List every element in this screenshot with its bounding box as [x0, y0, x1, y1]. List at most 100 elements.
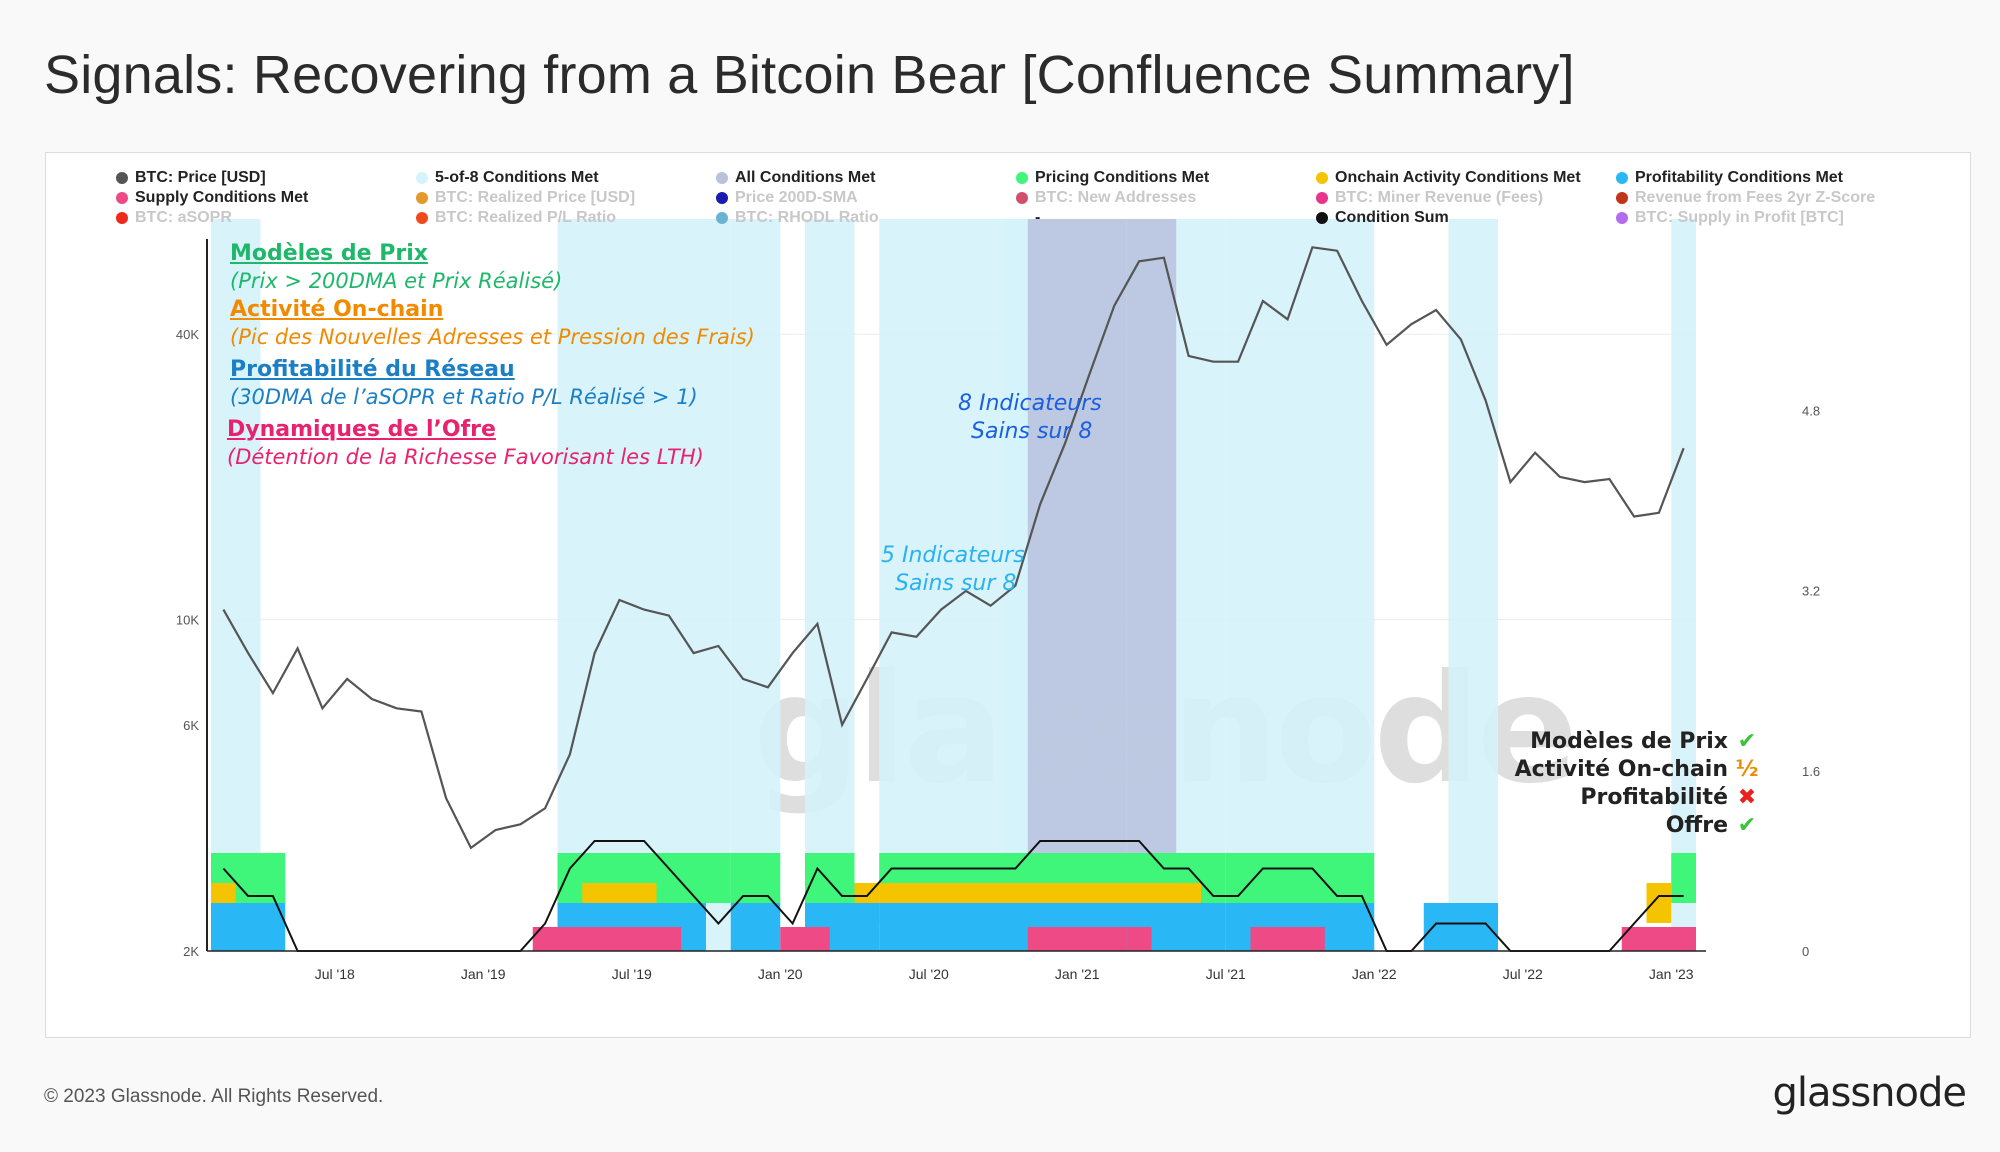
condition-bar [211, 903, 286, 951]
condition-bar [1225, 853, 1375, 903]
legend-item[interactable]: BTC: Realized Price [USD] [416, 189, 635, 207]
legend-label: BTC: aSOPR [135, 209, 232, 226]
check-icon: ✔ [1737, 813, 1757, 838]
x-tick-label: Jan '21 [1055, 966, 1100, 982]
legend-item[interactable]: Price 200D-SMA [716, 189, 858, 207]
legend-item[interactable]: BTC: New Addresses [1016, 189, 1196, 207]
legend-item[interactable]: BTC: RHODL Ratio [716, 209, 879, 227]
band-5-of-8-conditions-met [1225, 219, 1375, 951]
x-tick-label: Jul '21 [1206, 966, 1246, 982]
page-title: Signals: Recovering from a Bitcoin Bear … [44, 45, 1575, 105]
eight-indicators-note-line1: 8 Indicateurs [958, 391, 1102, 416]
cross-icon: ✖ [1737, 785, 1757, 810]
eight-indicators-note-line2: Sains sur 8 [971, 419, 1093, 444]
legend-label: BTC: Realized Price [USD] [435, 189, 636, 206]
legend-item[interactable]: Pricing Conditions Met [1016, 169, 1209, 187]
y-left-tick-label: 10K [176, 613, 199, 628]
profit-subtitle: (30DMA de l’aSOPR et Ratio P/L Réalisé >… [230, 385, 698, 409]
legend-item[interactable]: Profitability Conditions Met [1616, 169, 1843, 187]
status-profitability: Profitabilité ✖ [1580, 785, 1760, 810]
x-tick-label: Jan '19 [461, 966, 506, 982]
legend-label: BTC: RHODL Ratio [735, 209, 879, 226]
legend-label: Onchain Activity Conditions Met [1335, 169, 1581, 186]
legend-label: Supply Conditions Met [135, 189, 309, 206]
legend-dot-icon [1616, 172, 1628, 184]
x-tick-label: Jan '22 [1352, 966, 1397, 982]
legend-dot-icon [116, 172, 128, 184]
status-onchain-label: Activité On-chain [1514, 757, 1728, 782]
condition-bar [1027, 927, 1127, 951]
band-5-of-8-conditions-met [211, 219, 261, 951]
x-tick-label: Jul '18 [315, 966, 355, 982]
legend-dot-icon [1316, 192, 1328, 204]
onchain-heading: Activité On-chain [230, 297, 444, 322]
legend-item[interactable]: BTC: aSOPR [116, 209, 232, 227]
legend-item[interactable]: BTC: Supply in Profit [BTC] [1616, 209, 1844, 227]
legend-dot-icon [1616, 192, 1628, 204]
supply-heading: Dynamiques de l’Ofre [227, 417, 496, 442]
legend-item[interactable]: Supply Conditions Met [116, 189, 308, 207]
pricing-subtitle: (Prix > 200DMA et Prix Réalisé) [230, 269, 563, 293]
status-supply: Offre ✔ [1666, 813, 1760, 838]
y-right-tick-label: 3.2 [1802, 584, 1820, 599]
legend-dot-icon [716, 212, 728, 224]
condition-bar [1671, 853, 1696, 903]
condition-bar [730, 853, 781, 903]
x-tick-label: Jul '19 [612, 966, 652, 982]
legend-item[interactable]: BTC: Price [USD] [116, 169, 266, 187]
x-tick-label: Jul '22 [1503, 966, 1543, 982]
legend-label: Profitability Conditions Met [1635, 169, 1843, 186]
condition-bar [730, 903, 781, 951]
legend-item[interactable]: Onchain Activity Conditions Met [1316, 169, 1581, 187]
status-pricing: Modèles de Prix ✔ [1530, 729, 1760, 754]
legend-dot-icon [1016, 172, 1028, 184]
legend-label: BTC: Price [USD] [135, 169, 266, 186]
legend-item[interactable]: All Conditions Met [716, 169, 875, 187]
five-indicators-note-line1: 5 Indicateurs [881, 543, 1025, 568]
condition-bar [1621, 927, 1696, 951]
legend-item[interactable]: Condition Sum [1316, 209, 1449, 227]
legend-label: Pricing Conditions Met [1035, 169, 1210, 186]
profit-heading: Profitabilité du Réseau [230, 357, 515, 382]
legend-dot-icon [1316, 212, 1328, 224]
check-icon: ✔ [1737, 729, 1757, 754]
condition-bar [1423, 903, 1498, 951]
band-5-of-8-conditions-met [1448, 219, 1498, 951]
five-indicators-note-line2: Sains sur 8 [895, 571, 1017, 596]
legend-dot-icon [116, 192, 128, 204]
legend-label: Revenue from Fees 2yr Z-Score [1635, 189, 1876, 206]
status-onchain: Activité On-chain ½ [1515, 757, 1760, 782]
legend-item[interactable]: Revenue from Fees 2yr Z-Score [1616, 189, 1875, 207]
legend-dot-icon [116, 212, 128, 224]
condition-bar [1126, 927, 1152, 951]
status-profitability-label: Profitabilité [1580, 785, 1728, 810]
band-all-conditions-met [1126, 219, 1177, 951]
confluence-chart: 2K 6K 10K 40K 0 1.6 3.2 4.8 Jul '18 Jan '19 Jul '1… [176, 219, 1820, 982]
legend-label: BTC: Realized P/L Ratio [435, 209, 617, 226]
legend-label: BTC: New Addresses [1035, 189, 1197, 206]
price-line [222, 246, 1685, 850]
legend-label: BTC: Miner Revenue (Fees) [1335, 189, 1544, 206]
band-5-of-8-conditions-met [730, 219, 781, 951]
legend-item[interactable]: - [1016, 209, 1040, 227]
condition-bar [1250, 927, 1325, 951]
legend-dot-icon [1316, 172, 1328, 184]
footer-logo: glassnode [1772, 1070, 1967, 1116]
condition-bar [780, 927, 830, 951]
pricing-heading: Modèles de Prix [230, 241, 428, 266]
legend-label: BTC: Supply in Profit [BTC] [1635, 209, 1844, 226]
onchain-subtitle: (Pic des Nouvelles Adresses et Pression … [230, 325, 755, 349]
x-tick-label: Jul '20 [909, 966, 949, 982]
legend-item[interactable]: BTC: Miner Revenue (Fees) [1316, 189, 1543, 207]
legend-dot-icon [716, 192, 728, 204]
legend-label: Condition Sum [1335, 209, 1449, 226]
y-left-tick-label: 2K [183, 944, 199, 959]
legend-item[interactable]: BTC: Realized P/L Ratio [416, 209, 616, 227]
legend-dot-icon [416, 192, 428, 204]
legend-item[interactable]: 5-of-8 Conditions Met [416, 169, 599, 187]
band-5-of-8-conditions-met [557, 219, 731, 951]
x-tick-label: Jan '20 [758, 966, 803, 982]
legend-label: All Conditions Met [735, 169, 876, 186]
legend-dot-icon [416, 172, 428, 184]
